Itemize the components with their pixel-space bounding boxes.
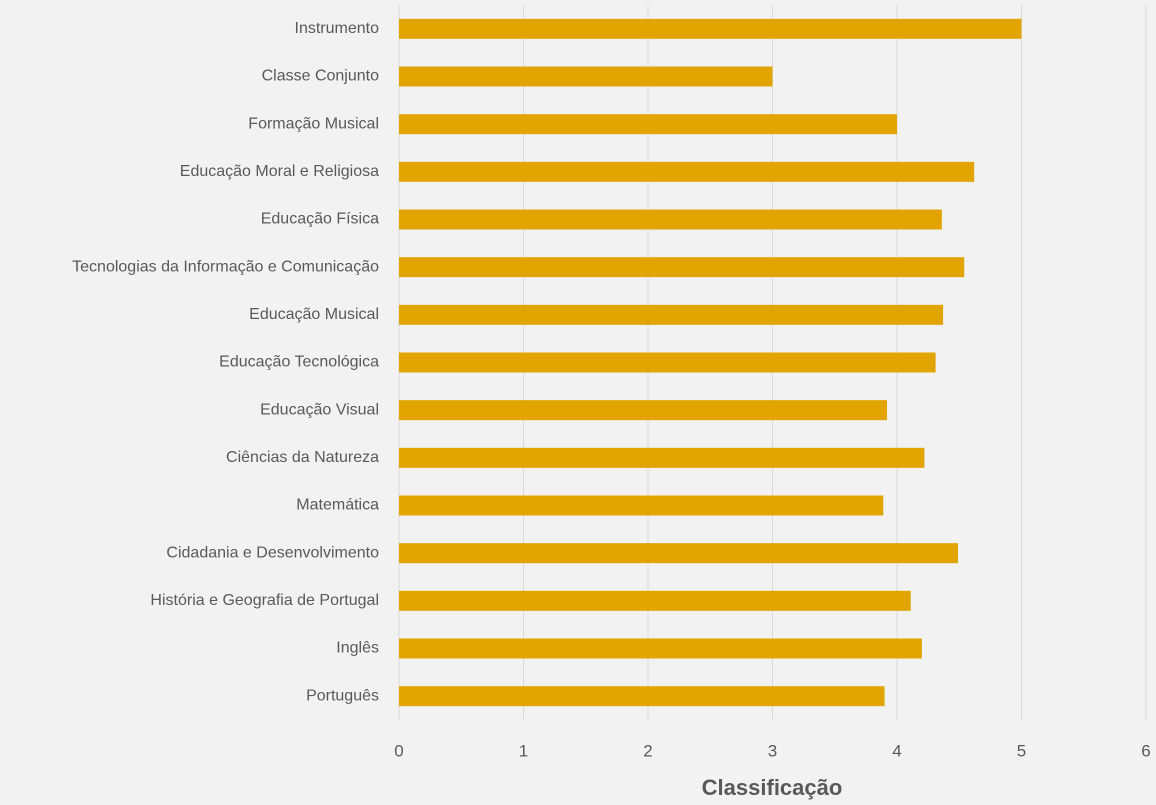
x-axis-title: Classificação (702, 775, 843, 800)
bar (399, 257, 965, 278)
y-tick-label: Educação Moral e Religiosa (180, 163, 379, 180)
bar (399, 638, 922, 659)
y-tick-label: Educação Musical (249, 306, 379, 323)
bar (399, 114, 897, 135)
y-tick-label: Inglês (336, 640, 379, 657)
bar (399, 161, 975, 182)
y-tick-label: História e Geografia de Portugal (150, 592, 379, 609)
bar (399, 209, 942, 230)
bar (399, 66, 773, 87)
y-tick-label: Educação Visual (260, 401, 379, 418)
x-tick-label: 1 (519, 741, 528, 760)
bar (399, 352, 936, 373)
bar (399, 543, 959, 564)
x-tick-label: 4 (892, 741, 901, 760)
y-tick-label: Formação Musical (248, 115, 379, 132)
y-tick-label: Classe Conjunto (262, 68, 380, 85)
y-tick-label: Cidadania e Desenvolvimento (166, 544, 379, 561)
bar (399, 447, 925, 468)
y-tick-label: Português (306, 687, 379, 704)
y-tick-label: Instrumento (295, 20, 380, 37)
x-tick-label: 6 (1141, 741, 1150, 760)
y-tick-label: Matemática (296, 497, 379, 514)
x-tick-label: 0 (394, 741, 403, 760)
y-tick-label: Educação Tecnológica (219, 354, 379, 371)
y-tick-label: Educação Física (261, 211, 379, 228)
bar (399, 590, 911, 611)
bar (399, 18, 1022, 39)
y-tick-label: Ciências da Natureza (226, 449, 379, 466)
x-tick-label: 3 (768, 741, 777, 760)
y-tick-label: Tecnologias da Informação e Comunicação (72, 258, 379, 275)
bar (399, 686, 885, 707)
bar (399, 304, 944, 325)
bar (399, 400, 888, 421)
x-tick-label: 2 (643, 741, 652, 760)
bar (399, 495, 884, 516)
x-tick-label: 5 (1017, 741, 1026, 760)
